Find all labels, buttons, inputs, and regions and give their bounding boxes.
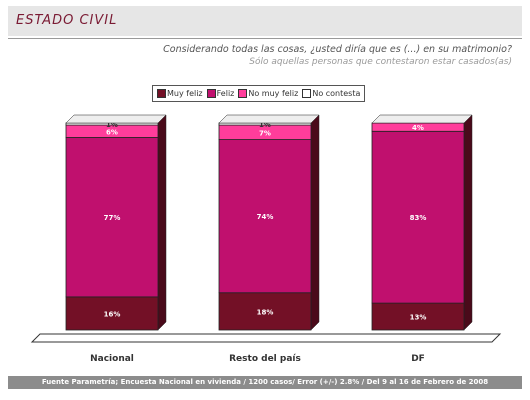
- bar-label-1-0: 18%: [257, 308, 274, 316]
- legend-swatch-feliz: [206, 89, 216, 98]
- bar-segment-1-0: [218, 292, 312, 331]
- bar-label-0-1: 77%: [104, 214, 121, 222]
- bar-top-0: [65, 114, 167, 124]
- category-label-1: Resto del país: [229, 354, 301, 364]
- chart-legend: Muy feliz Feliz No muy feliz No contesta: [152, 85, 366, 102]
- source-footer: Fuente Parametría; Encuesta Nacional en …: [8, 376, 522, 389]
- bar-label-0-0: 16%: [104, 310, 121, 318]
- header-rule: [8, 38, 522, 39]
- legend-swatch-no-contesta: [302, 89, 312, 98]
- header-bar: [8, 6, 522, 36]
- question-text: Considerando todas las cosas, ¿usted dir…: [163, 44, 512, 55]
- legend-item-no-contesta: No contesta: [302, 89, 360, 98]
- legend-label-feliz: Feliz: [216, 89, 235, 98]
- bar-label-0-3: 1%: [106, 121, 118, 129]
- category-label-0: Nacional: [90, 354, 134, 364]
- bar-depth-2: [463, 114, 473, 331]
- subquestion-text: Sólo aquellas personas que contestaron e…: [249, 57, 512, 67]
- chart-floor: [30, 333, 502, 343]
- section-title: ESTADO CIVIL: [16, 13, 118, 28]
- bar-label-2-0: 13%: [410, 314, 427, 322]
- bar-label-0-2: 6%: [106, 128, 118, 136]
- bar-segment-1-1: [218, 139, 312, 294]
- legend-item-muy-feliz: Muy feliz: [157, 89, 203, 98]
- bar-segment-2-0: [371, 302, 465, 331]
- legend-label-no-contesta: No contesta: [312, 89, 361, 98]
- legend-swatch-muy-feliz: [157, 89, 166, 98]
- bar-top-1: [218, 114, 320, 124]
- bar-top-2: [371, 114, 473, 124]
- legend-label-muy-feliz: Muy feliz: [167, 89, 203, 98]
- bar-segment-2-1: [371, 130, 465, 304]
- bar-segment-0-1: [65, 137, 159, 298]
- legend-label-no-muy-feliz: No muy feliz: [248, 89, 299, 98]
- bar-label-1-1: 74%: [257, 213, 274, 221]
- legend-item-no-muy-feliz: No muy feliz: [238, 89, 298, 98]
- bar-label-1-2: 7%: [259, 129, 271, 137]
- bar-label-1-3: 1%: [259, 121, 271, 129]
- bar-label-2-1: 83%: [410, 214, 427, 222]
- legend-swatch-no-muy-feliz: [238, 89, 248, 98]
- bar-depth-1: [310, 114, 320, 331]
- legend-item-feliz: Feliz: [206, 89, 235, 98]
- bar-segment-0-0: [65, 296, 159, 331]
- category-label-2: DF: [411, 354, 425, 364]
- bar-label-2-2: 4%: [412, 124, 424, 132]
- bar-depth-0: [157, 114, 167, 331]
